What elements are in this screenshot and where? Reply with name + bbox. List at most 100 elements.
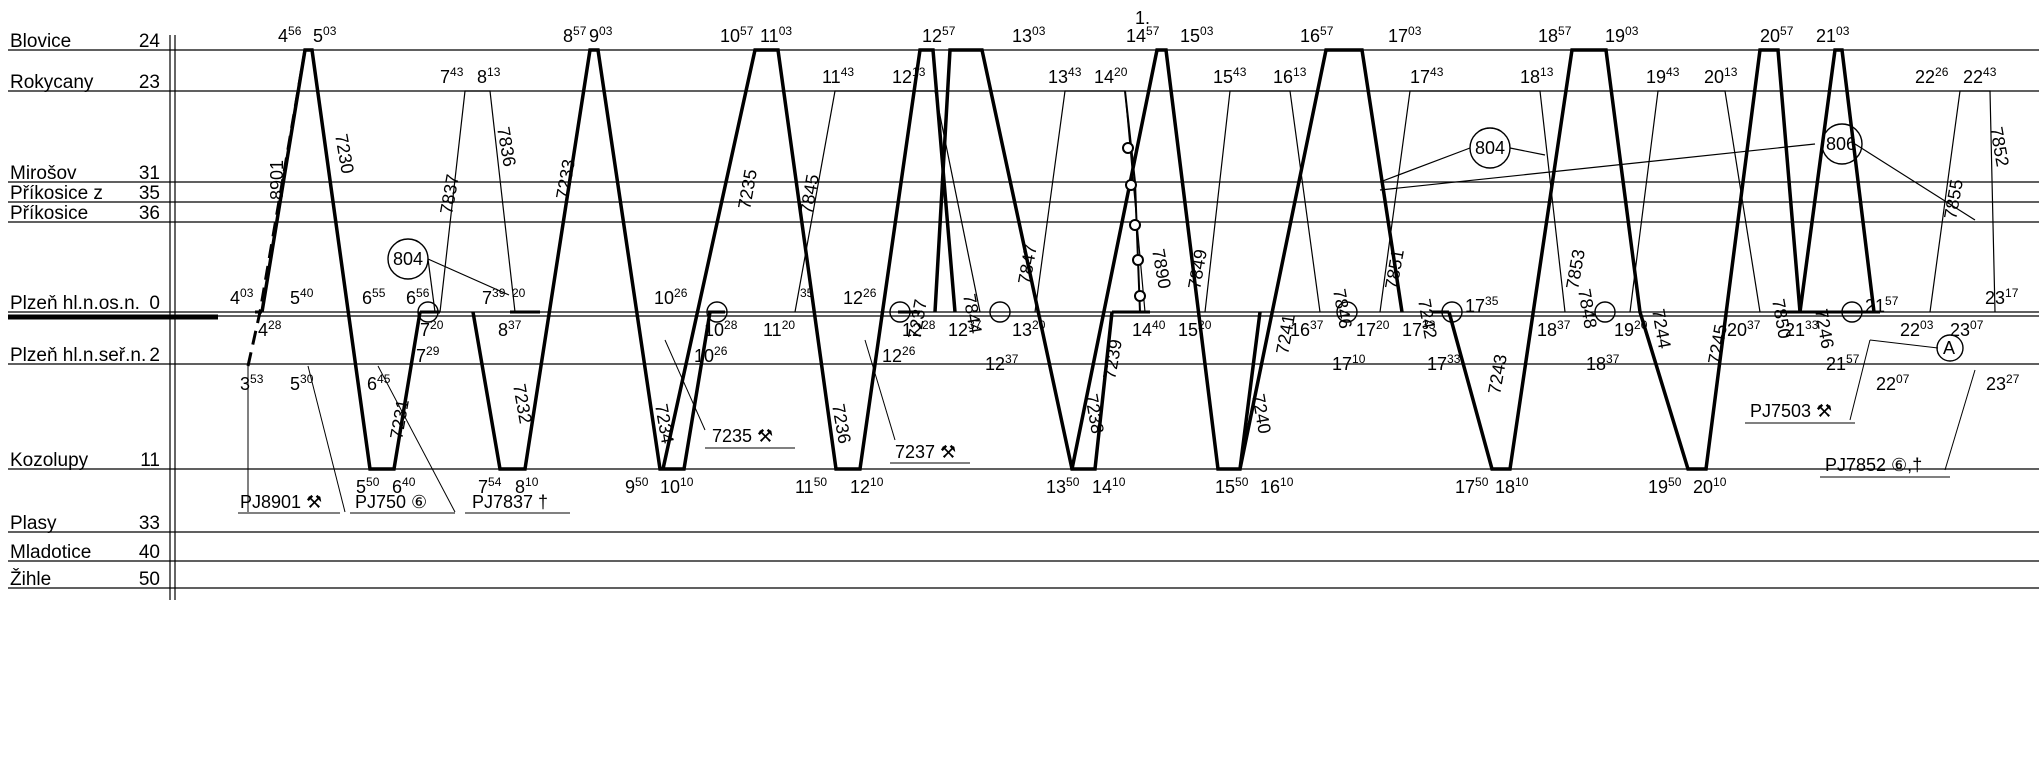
train-number-804-left: 804	[393, 249, 423, 269]
crossing-circle	[1841, 301, 1863, 323]
leader	[664, 339, 706, 431]
crossing-circle	[417, 301, 439, 323]
stop-circles	[1122, 142, 1146, 302]
time-label: 655	[362, 286, 386, 308]
time-label: 1503	[1180, 24, 1214, 46]
time-label: 1303	[1012, 24, 1046, 46]
time-label: 2133	[1785, 318, 1819, 340]
time-label: 353	[240, 372, 264, 394]
time-label: 2317	[1985, 286, 2019, 308]
station-km: 31	[139, 163, 160, 184]
train-number-7239: 7239	[1099, 338, 1126, 381]
box-pj7503: PJ7503 ⚒	[1750, 401, 1832, 421]
station-name: Kozolupy	[10, 450, 89, 471]
train-number-7848: 7848	[1574, 287, 1601, 330]
crossing-circle	[1594, 301, 1616, 323]
time-label: 1213	[892, 65, 926, 87]
time-label: 1343	[1048, 65, 1082, 87]
train-number-7244: 7244	[1648, 307, 1675, 350]
time-label: 903	[589, 24, 613, 46]
station-km: 23	[139, 72, 160, 93]
station-km: 33	[139, 513, 160, 534]
time-label: 1703	[1388, 24, 1422, 46]
link-806b	[1854, 143, 1976, 221]
time-label: 530	[290, 372, 314, 394]
time-label: 2010	[1693, 475, 1727, 497]
station-name: Mladotice	[10, 542, 91, 563]
time-label: 1226	[843, 286, 877, 308]
time-label: 1613	[1273, 65, 1307, 87]
station-km: 40	[139, 542, 160, 563]
time-label: 1943	[1646, 65, 1680, 87]
link-804b	[1509, 147, 1546, 156]
train-path-7851	[1204, 90, 1321, 313]
stop-dot	[1134, 290, 1146, 302]
time-label: 1226	[882, 344, 916, 366]
train-number-7847: 7847	[1014, 243, 1041, 286]
train-path-7232	[471, 48, 712, 471]
time-label: 837	[498, 318, 522, 340]
box-7235: 7235 ⚒	[712, 426, 773, 446]
train-number-7836: 7836	[493, 125, 520, 168]
stop-dot	[1125, 179, 1137, 191]
train-path-7242	[1447, 48, 1642, 471]
time-label: 1237	[985, 352, 1019, 374]
train-number-7240: 7240	[1248, 392, 1275, 435]
train-number-7851: 7851	[1381, 248, 1408, 291]
time-label: 20	[512, 286, 526, 300]
train-path-8901	[246, 49, 307, 367]
station-name: Plzeň hl.n.os.n.	[10, 293, 140, 314]
stop-dot	[1122, 142, 1134, 154]
time-label: 403	[230, 286, 254, 308]
time-label: 1550	[1215, 475, 1249, 497]
time-label: 1810	[1495, 475, 1529, 497]
time-label: 720	[420, 318, 444, 340]
station-name: Rokycany	[10, 72, 94, 93]
train-path-7850	[1629, 90, 1761, 313]
time-label: 1010	[660, 475, 694, 497]
station-km: 24	[139, 31, 161, 52]
time-label: 1026	[694, 344, 728, 366]
leader	[1869, 339, 1939, 349]
circle-804	[1469, 127, 1511, 169]
time-label: 550	[356, 475, 380, 497]
page-marker: 1.	[1135, 8, 1150, 28]
train-number-7231: 7231	[386, 398, 413, 441]
train-number-7837: 7837	[436, 173, 463, 216]
time-label: 428	[258, 318, 282, 340]
time-label: 1637	[1290, 318, 1324, 340]
train-path-7244	[1638, 48, 1802, 471]
time-label: 1410	[1092, 475, 1126, 497]
time-label: 1733	[1427, 352, 1461, 374]
time-label: 1950	[1648, 475, 1682, 497]
train-number-7845: 7845	[796, 173, 823, 216]
train-path-7238	[1070, 48, 1262, 471]
train-number-804: 804	[1475, 138, 1505, 158]
time-label: 2207	[1876, 372, 1910, 394]
train-number-8901: 8901	[267, 160, 287, 200]
time-label: 857	[563, 24, 587, 46]
time-label: 1920	[1614, 318, 1648, 340]
time-label: 1026	[654, 286, 688, 308]
station-km: 0	[149, 293, 160, 314]
train-number-7852: 7852	[1986, 125, 2013, 168]
time-label: 1103	[760, 24, 792, 46]
leader	[1849, 339, 1871, 421]
box-pj7852: PJ7852 ⑥,†	[1825, 455, 1922, 475]
time-label: 2243	[1963, 65, 1997, 87]
time-label: 1837	[1537, 318, 1571, 340]
box-pj8901: PJ8901 ⚒	[240, 492, 322, 512]
train-number-7232: 7232	[509, 382, 536, 425]
time-label: 2057	[1760, 24, 1794, 46]
link-806	[1379, 143, 1816, 191]
train-number-7855: 7855	[1940, 178, 1967, 221]
leader	[1944, 369, 1976, 471]
train-number-7846: 7846	[1329, 287, 1356, 330]
station-km: 2	[149, 345, 160, 366]
time-label: 2103	[1816, 24, 1850, 46]
time-label: 1350	[1046, 475, 1080, 497]
time-label: 739	[482, 286, 506, 308]
circle-a-label: A	[1943, 338, 1955, 358]
train-path-7236	[933, 48, 1114, 471]
